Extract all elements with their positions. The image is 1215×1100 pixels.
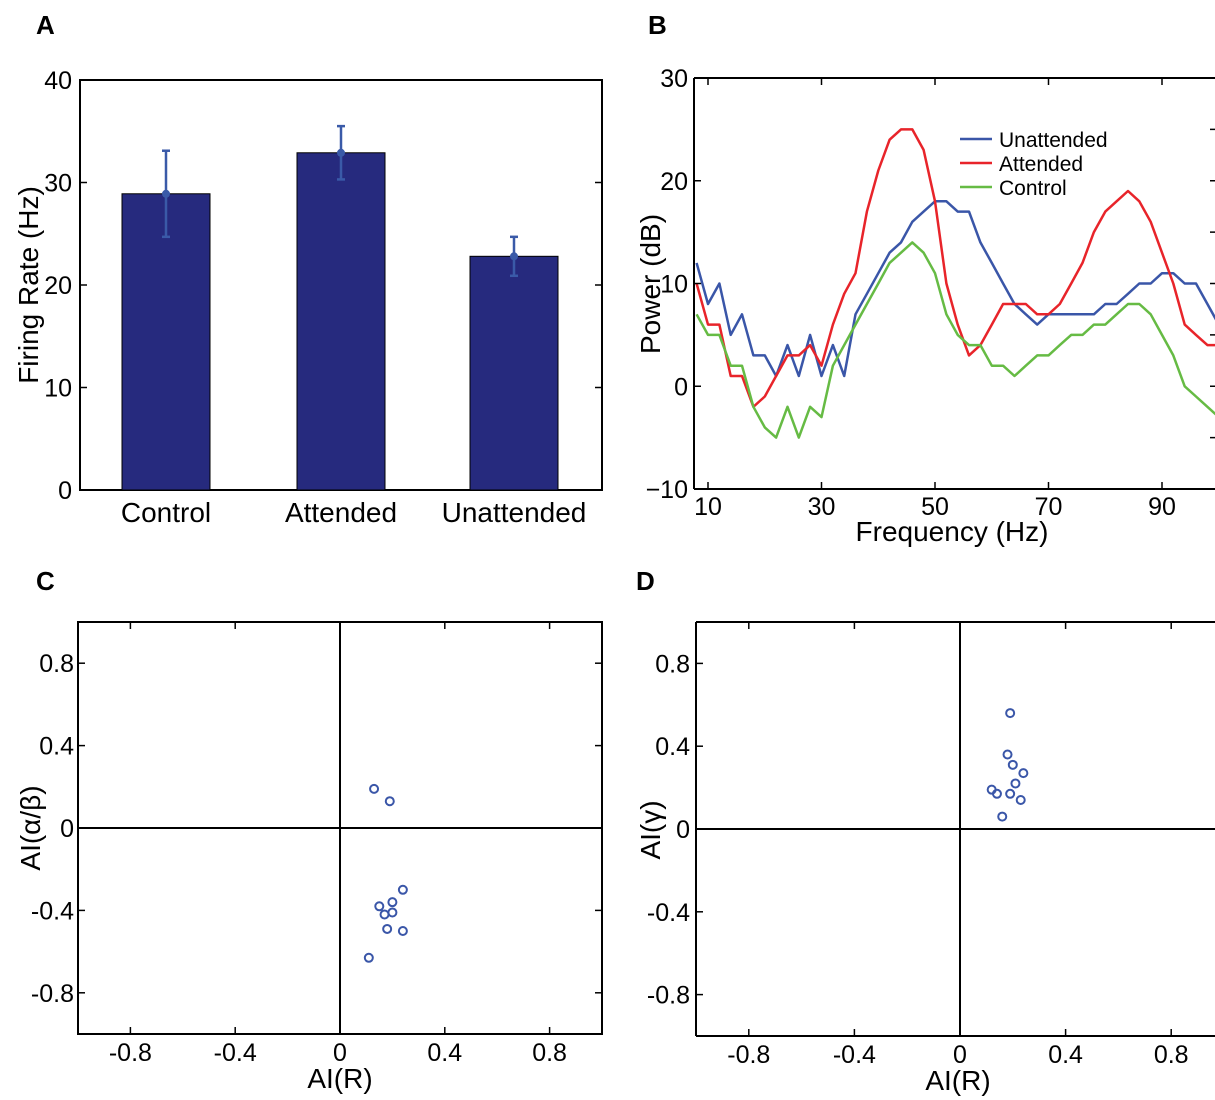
data-point xyxy=(1010,778,1021,789)
data-point xyxy=(384,796,395,807)
x-tick-label: 0.8 xyxy=(532,1039,567,1067)
mean-marker xyxy=(337,148,345,157)
panel-d-xlabel: AI(R) xyxy=(925,1065,990,1096)
data-point xyxy=(1005,708,1016,719)
y-tick-label: -0.8 xyxy=(31,980,74,1008)
data-point xyxy=(374,901,385,912)
x-tick-label: -0.8 xyxy=(727,1041,770,1069)
mean-marker xyxy=(162,189,170,198)
y-tick-label: 0 xyxy=(676,816,690,844)
panel-label-b: B xyxy=(648,10,667,40)
y-tick-label: 40 xyxy=(44,67,72,95)
x-tick-label: 30 xyxy=(808,493,836,521)
data-point xyxy=(1002,749,1013,760)
panel-label-c: C xyxy=(36,566,55,596)
data-point xyxy=(387,907,398,918)
y-tick-label: 20 xyxy=(44,272,72,300)
data-point xyxy=(991,788,1002,799)
panel-b-line-chart: 10 30 50 70 90 −10 0 10 20 30 UnattendedAttendedC… xyxy=(635,65,1215,547)
data-point xyxy=(1005,788,1016,799)
data-point xyxy=(397,884,408,895)
data-point xyxy=(1018,768,1029,779)
panel-label-a: A xyxy=(36,10,55,40)
panel-d-scatter: -0.8 -0.8 -0.4 -0.4 0 0 0.4 0.4 0.8 0.8 AI(R) AI(… xyxy=(635,621,1215,1096)
bar-attended xyxy=(296,152,386,491)
data-point xyxy=(997,811,1008,822)
series-line-control xyxy=(695,241,1215,439)
x-tick-label: 0.4 xyxy=(1048,1041,1083,1069)
legend-label-attended: Attended xyxy=(999,153,1083,176)
panel-c-ylabel: AI(α/β) xyxy=(15,785,46,870)
data-point xyxy=(382,923,393,934)
x-tick-label: 50 xyxy=(921,493,949,521)
y-tick-label: 0.4 xyxy=(39,733,74,761)
x-tick-label: 0 xyxy=(333,1039,347,1067)
panel-b-xlabel: Frequency (Hz) xyxy=(856,516,1049,547)
data-point xyxy=(369,783,380,794)
series-line-attended xyxy=(695,128,1215,409)
x-tick-label: -0.4 xyxy=(214,1039,257,1067)
x-tick-label: -0.8 xyxy=(109,1039,152,1067)
y-tick-label: 30 xyxy=(44,170,72,198)
panel-c-xlabel: AI(R) xyxy=(307,1063,372,1094)
mean-marker xyxy=(510,252,518,261)
y-tick-label: 0.8 xyxy=(39,650,74,678)
x-tick-label: 0.8 xyxy=(1154,1041,1189,1069)
y-tick-label: -0.8 xyxy=(647,982,690,1010)
data-point xyxy=(1015,795,1026,806)
y-tick-label: -0.4 xyxy=(31,897,74,925)
x-tick-label: 0.4 xyxy=(427,1039,462,1067)
y-tick-label: 20 xyxy=(660,168,688,196)
data-point xyxy=(363,952,374,963)
panel-b-ylabel: Power (dB) xyxy=(635,214,666,354)
data-point xyxy=(387,897,398,908)
x-tick-label: -0.4 xyxy=(833,1041,876,1069)
x-tick-label: 90 xyxy=(1148,493,1176,521)
panel-label-d: D xyxy=(636,566,655,596)
panel-c-scatter: -0.8 -0.8 -0.4 -0.4 0 0 0.4 0.4 0.8 0.8 AI(R) AI(… xyxy=(15,621,603,1094)
y-tick-label: -0.4 xyxy=(647,899,690,927)
y-tick-label: −10 xyxy=(646,476,688,504)
series-line-unattended xyxy=(695,200,1215,378)
y-tick-label: 30 xyxy=(660,65,688,93)
x-tick-label: Control xyxy=(121,497,211,528)
panel-d-ylabel: AI(γ) xyxy=(635,800,666,859)
legend-label-unattended: Unattended xyxy=(999,129,1108,152)
y-tick-label: 0.4 xyxy=(655,733,690,761)
legend-label-control: Control xyxy=(999,177,1067,200)
panel-a-ylabel: Firing Rate (Hz) xyxy=(13,186,44,384)
y-tick-label: 0 xyxy=(60,815,74,843)
data-point xyxy=(1007,759,1018,770)
x-tick-label: Unattended xyxy=(442,497,587,528)
x-tick-label: 0 xyxy=(953,1041,967,1069)
y-tick-label: 0.8 xyxy=(655,650,690,678)
x-tick-label: 10 xyxy=(694,493,722,521)
data-point xyxy=(397,926,408,936)
x-tick-label: Attended xyxy=(285,497,397,528)
y-tick-label: 10 xyxy=(660,271,688,299)
x-tick-label: 70 xyxy=(1035,493,1063,521)
bar-control xyxy=(121,193,211,491)
y-tick-label: 0 xyxy=(58,477,72,505)
bar-unattended xyxy=(469,255,559,491)
data-point xyxy=(379,909,390,920)
y-tick-label: 10 xyxy=(44,375,72,403)
y-tick-label: 0 xyxy=(674,373,688,401)
panel-a-bar-chart: Control Attended Unattended 0 10 20 30 40 Firin… xyxy=(13,67,603,528)
